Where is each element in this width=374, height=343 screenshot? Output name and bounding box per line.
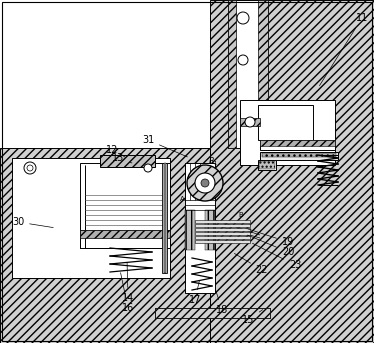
Bar	[80, 163, 170, 248]
Bar	[164, 163, 166, 273]
Bar	[0, 148, 210, 343]
Text: B: B	[239, 212, 243, 218]
Bar	[259, 161, 275, 169]
Bar	[240, 118, 260, 126]
Text: A: A	[180, 196, 184, 202]
Text: 16: 16	[120, 273, 134, 313]
Bar	[195, 228, 250, 231]
Bar	[260, 140, 335, 146]
Text: $B_1$: $B_1$	[208, 156, 218, 168]
Bar	[12, 158, 170, 278]
Bar	[195, 232, 250, 235]
Text: 12: 12	[106, 145, 125, 157]
Bar	[228, 0, 236, 148]
Text: 20: 20	[248, 235, 294, 257]
Bar	[240, 100, 335, 165]
Circle shape	[27, 165, 33, 171]
Text: 31: 31	[142, 135, 187, 157]
Bar	[210, 0, 374, 343]
Bar	[80, 230, 170, 238]
Bar	[185, 163, 215, 293]
Bar	[258, 0, 268, 148]
Bar	[195, 224, 250, 227]
Bar	[195, 220, 250, 223]
Bar	[228, 0, 268, 148]
Circle shape	[238, 55, 248, 65]
Text: 18: 18	[216, 291, 228, 315]
Bar	[195, 236, 250, 239]
Text: 30: 30	[12, 217, 53, 227]
Bar	[262, 153, 336, 157]
Bar	[185, 210, 195, 250]
Circle shape	[237, 12, 249, 24]
Text: 22: 22	[234, 253, 268, 275]
Bar	[260, 140, 335, 150]
Text: 11: 11	[319, 13, 368, 86]
Bar	[155, 308, 270, 318]
Text: 13: 13	[112, 153, 132, 163]
Bar	[205, 210, 215, 250]
Circle shape	[245, 117, 255, 127]
Text: 15: 15	[242, 310, 263, 325]
Circle shape	[24, 162, 36, 174]
Text: 14: 14	[122, 263, 134, 303]
Bar	[162, 163, 167, 273]
Text: 23: 23	[252, 243, 301, 270]
Circle shape	[195, 173, 215, 193]
Bar	[258, 160, 276, 170]
Circle shape	[144, 164, 152, 172]
Bar	[155, 308, 270, 318]
Bar	[100, 155, 155, 167]
Circle shape	[187, 165, 223, 201]
Text: 19: 19	[248, 229, 294, 247]
Text: 17: 17	[189, 281, 201, 305]
Bar	[260, 152, 338, 160]
Bar	[258, 105, 313, 140]
Circle shape	[201, 179, 209, 187]
Bar	[80, 230, 170, 248]
Bar	[195, 240, 250, 243]
